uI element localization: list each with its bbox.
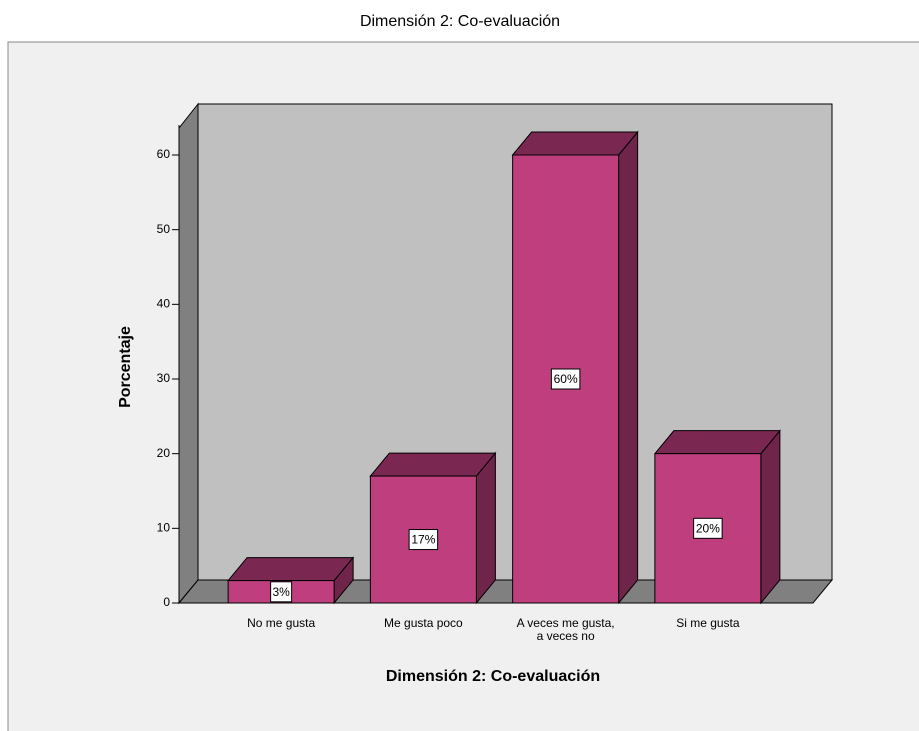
bar-side — [618, 130, 639, 605]
y-tick-label: 60 — [157, 147, 171, 161]
x-tick-label: Me gusta poco — [384, 616, 463, 630]
value-label-box — [550, 368, 581, 390]
y-tick-label: 30 — [157, 371, 171, 385]
value-label-box — [408, 529, 439, 551]
bar-top — [227, 557, 355, 582]
value-label: 3% — [272, 585, 290, 599]
y-tick-label: 0 — [163, 595, 170, 609]
bar-top — [511, 131, 639, 156]
x-tick-label: Si me gusta — [676, 616, 740, 630]
bar-top — [653, 430, 781, 455]
value-label-box — [693, 517, 723, 539]
value-label: 20% — [696, 522, 720, 536]
bar-side — [760, 429, 781, 605]
y-tick-label: 10 — [157, 521, 171, 535]
y-tick-label: 20 — [157, 446, 171, 460]
y-tick-label: 50 — [157, 222, 171, 236]
bar-top — [369, 452, 497, 477]
bar-side — [475, 451, 496, 605]
value-label: 60% — [554, 372, 578, 386]
x-tick-label: A veces me gusta, a veces no — [516, 616, 615, 643]
value-label-box — [270, 581, 293, 603]
x-axis-label: Dimensión 2: Co-evaluación — [386, 668, 600, 685]
value-label: 17% — [411, 533, 435, 547]
y-tick-label: 40 — [157, 297, 171, 311]
side-wall — [178, 102, 199, 605]
x-tick-label: No me gusta — [247, 616, 316, 630]
chart-title: Dimensión 2: Co-evaluación — [360, 13, 560, 30]
y-axis-label: Porcentaje — [117, 326, 134, 408]
